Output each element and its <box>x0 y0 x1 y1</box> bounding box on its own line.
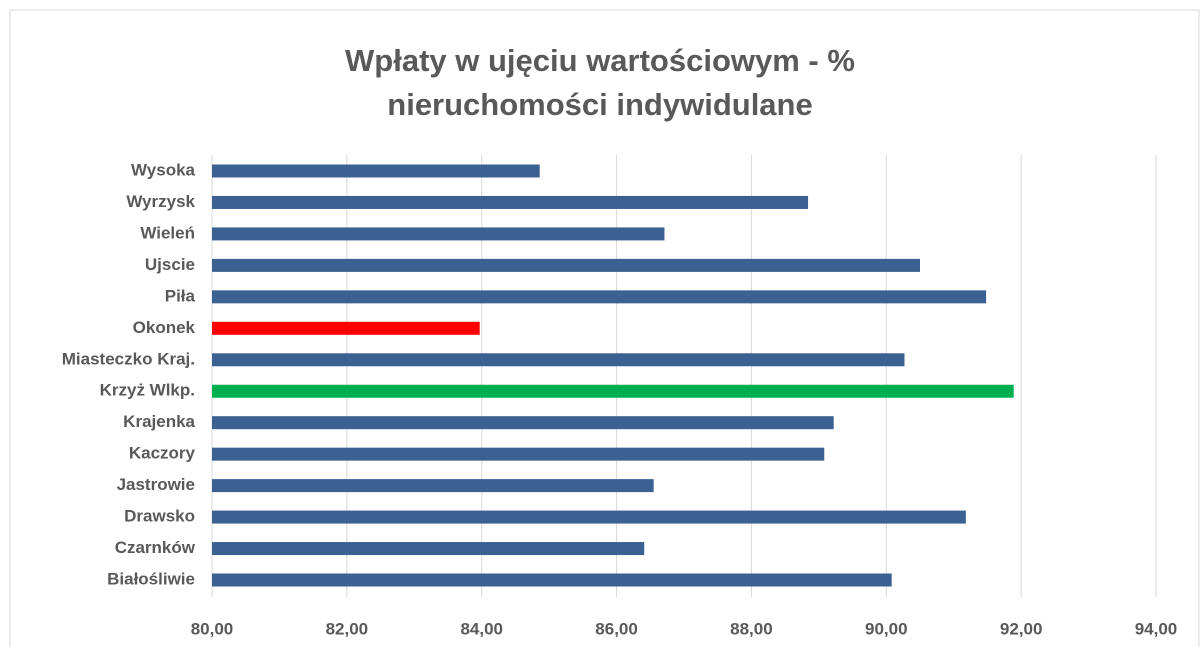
y-tick-label: Miasteczko Kraj. <box>62 349 195 368</box>
bar <box>212 164 540 178</box>
bar <box>212 510 966 524</box>
y-tick-label: Krzyż Wlkp. <box>100 381 195 400</box>
chart-frame <box>9 9 1200 647</box>
y-tick-label: Czarnków <box>115 538 196 557</box>
y-tick-label: Kaczory <box>129 444 196 463</box>
x-tick-label: 86,00 <box>595 619 638 638</box>
bar <box>212 353 905 367</box>
y-tick-label: Okonek <box>133 318 196 337</box>
bar <box>212 290 987 304</box>
x-tick-label: 82,00 <box>326 619 369 638</box>
x-tick-label: 94,00 <box>1135 619 1178 638</box>
bar <box>212 227 665 241</box>
chart-title: nieruchomości indywidulane <box>387 87 812 122</box>
bar <box>212 195 809 209</box>
y-tick-label: Wyrzysk <box>126 192 195 211</box>
chart-title: Wpłaty w ujęciu wartościowym - % <box>345 43 855 78</box>
y-tick-label: Wieleń <box>140 223 195 242</box>
x-tick-label: 92,00 <box>1000 619 1043 638</box>
y-tick-label: Wysoka <box>131 160 195 179</box>
y-tick-label: Jastrowie <box>117 475 195 494</box>
bar <box>212 542 645 556</box>
y-tick-label: Krajenka <box>123 412 195 431</box>
y-tick-label: Piła <box>165 286 196 305</box>
bar <box>212 321 480 335</box>
bar <box>212 258 920 272</box>
y-tick-label: Ujscie <box>145 255 195 274</box>
x-tick-label: 80,00 <box>191 619 234 638</box>
y-tick-label: Białośliwie <box>107 569 195 588</box>
bar <box>212 384 1014 398</box>
x-tick-label: 84,00 <box>460 619 503 638</box>
bar <box>212 479 654 493</box>
bar <box>212 416 834 430</box>
y-tick-label: Drawsko <box>124 507 195 526</box>
x-tick-label: 90,00 <box>865 619 908 638</box>
bar <box>212 447 825 461</box>
bar <box>212 573 892 587</box>
x-tick-label: 88,00 <box>730 619 773 638</box>
